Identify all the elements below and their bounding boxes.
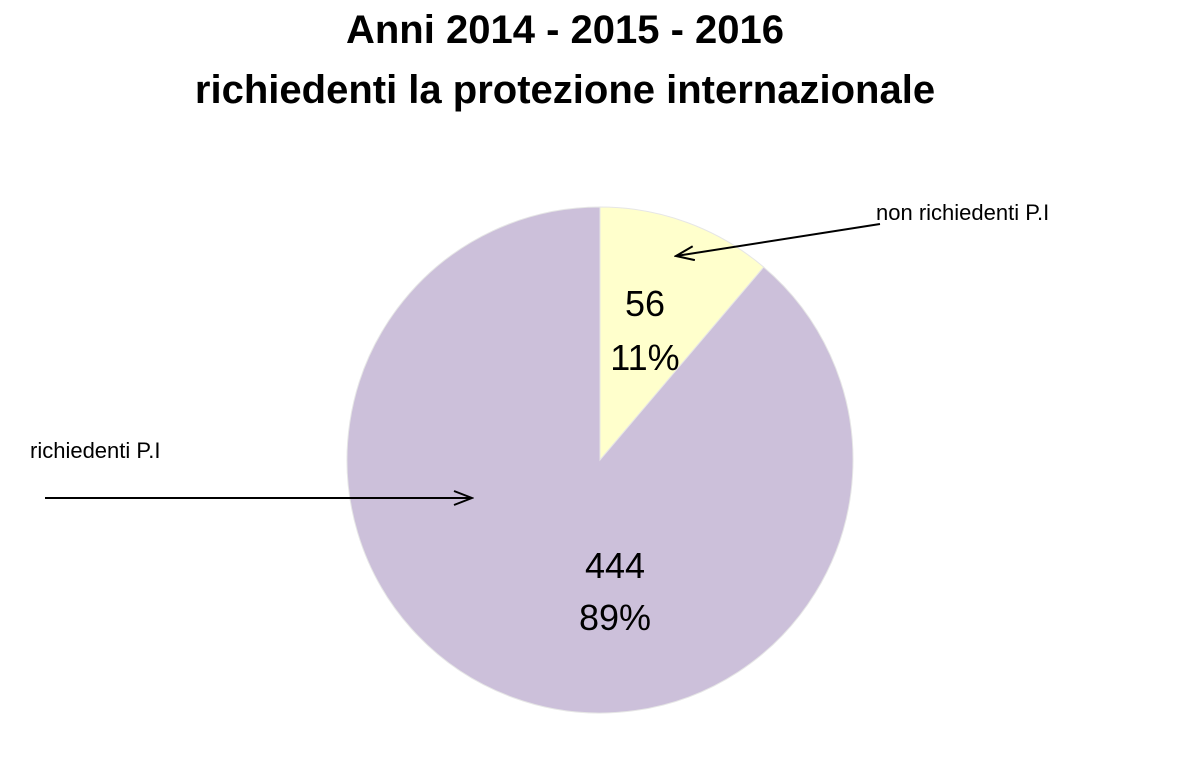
chart-title: Anni 2014 - 2015 - 2016 (345, 8, 785, 52)
slice-percent-non-richiedenti: 11% (610, 337, 679, 378)
chart-subtitle: richiedenti la protezione internazionale (194, 68, 936, 112)
slice-value-richiedenti: 444 (585, 545, 645, 586)
slice-value-non-richiedenti: 56 (625, 283, 665, 324)
arrow-non-richiedenti (676, 223, 881, 256)
pie-slice-non-richiedenti (599, 206, 765, 462)
label-non-richiedenti: non richiedenti P.I (876, 200, 1049, 225)
slice-percent-richiedenti: 89% (579, 597, 651, 638)
label-richiedenti: richiedenti P.I (30, 438, 160, 463)
pie-slice-richiedenti (346, 206, 854, 714)
